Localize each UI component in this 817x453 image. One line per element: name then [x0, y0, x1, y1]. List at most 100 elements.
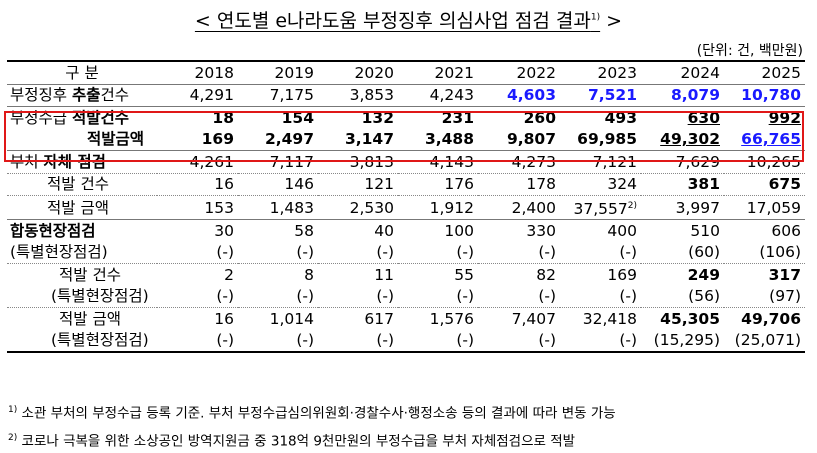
table-cell: 3,997: [641, 196, 724, 220]
table-cell: 992: [724, 107, 805, 129]
table-cell: 7,407: [478, 308, 560, 330]
row-label: (특별현장점검): [7, 242, 157, 264]
table-cell: (-): [398, 330, 478, 353]
table-cell: (60): [641, 242, 724, 264]
footnote-2: 2) 코로나 극복을 위한 소상공인 방역지원금 중 318억 9천만원의 부정…: [8, 426, 616, 453]
table-cell: 2,497: [238, 129, 318, 151]
table-cell: 16: [157, 308, 238, 330]
table-cell: 82: [478, 264, 560, 286]
table-cell: 510: [641, 220, 724, 242]
table-row-detect-amount: 적발금액 169 2,497 3,147 3,488 9,807 69,985 …: [7, 129, 805, 151]
table-cell: (-): [238, 242, 318, 264]
footnote-1: 1) 소관 부처의 부정수급 등록 기준. 부처 부정수급심의위원회·경찰수사·…: [8, 398, 616, 426]
table-row-detect-count: 부정수급 적발건수 18 154 132 231 260 493 630 992: [7, 107, 805, 129]
table-cell: 317: [724, 264, 805, 286]
table-cell: (-): [318, 286, 398, 308]
table-cell: 132: [318, 107, 398, 129]
table-cell: 3,147: [318, 129, 398, 151]
table-cell: (106): [724, 242, 805, 264]
row-label: 적발 건수: [7, 173, 157, 196]
header-year: 2019: [238, 61, 318, 84]
table-row-self-check: 부처 자체 점검 4,261 7,117 3,813 4,143 4,273 7…: [7, 151, 805, 174]
header-year: 2020: [318, 61, 398, 84]
table-cell: 49,302: [641, 129, 724, 151]
table-cell: (-): [560, 286, 641, 308]
table-cell: (-): [478, 286, 560, 308]
table-cell: 176: [398, 173, 478, 196]
row-label: 적발 건수: [7, 264, 157, 286]
header-year: 2023: [560, 61, 641, 84]
table-cell: 400: [560, 220, 641, 242]
table-cell: 10,265: [724, 151, 805, 174]
row-label: 적발 금액: [7, 196, 157, 220]
table-row-joint-special: (특별현장점검) (-) (-) (-) (-) (-) (-) (60) (1…: [7, 242, 805, 264]
table-cell: 17,059: [724, 196, 805, 220]
unit-label: (단위: 건, 백만원): [697, 40, 803, 60]
table-cell: 493: [560, 107, 641, 129]
table-cell: 630: [641, 107, 724, 129]
table-cell: 178: [478, 173, 560, 196]
table-cell: (-): [157, 330, 238, 353]
table-cell: 10,780: [724, 84, 805, 107]
table-cell: 11: [318, 264, 398, 286]
table-cell: (97): [724, 286, 805, 308]
table-row-self-count: 적발 건수 16 146 121 176 178 324 381 675: [7, 173, 805, 196]
table-cell: 324: [560, 173, 641, 196]
table-cell: (-): [157, 286, 238, 308]
table-cell: 8,079: [641, 84, 724, 107]
table-row-joint-amount: 적발 금액 16 1,014 617 1,576 7,407 32,418 45…: [7, 308, 805, 330]
table-cell: 2: [157, 264, 238, 286]
table-cell: (-): [238, 330, 318, 353]
table-cell: 45,305: [641, 308, 724, 330]
table-cell: 231: [398, 107, 478, 129]
row-label: 적발 금액: [7, 308, 157, 330]
table-cell: 1,912: [398, 196, 478, 220]
table-row-joint-amount-special: (특별현장점검) (-) (-) (-) (-) (-) (-) (15,295…: [7, 330, 805, 353]
table-cell: 1,014: [238, 308, 318, 330]
table-cell: 153: [157, 196, 238, 220]
table-cell: 249: [641, 264, 724, 286]
row-label: 부정수급 적발건수: [7, 107, 157, 129]
table-cell: 3,488: [398, 129, 478, 151]
table-cell: 169: [560, 264, 641, 286]
table-row-joint-count-special: (특별현장점검) (-) (-) (-) (-) (-) (-) (56) (9…: [7, 286, 805, 308]
row-label: (특별현장점검): [7, 330, 157, 353]
table-cell: (-): [157, 242, 238, 264]
table-cell: 66,765: [724, 129, 805, 151]
table-cell: (-): [238, 286, 318, 308]
table-cell: 55: [398, 264, 478, 286]
table-cell: 7,175: [238, 84, 318, 107]
table-cell: 58: [238, 220, 318, 242]
table-cell: 16: [157, 173, 238, 196]
header-year: 2018: [157, 61, 238, 84]
header-year: 2024: [641, 61, 724, 84]
header-year: 2021: [398, 61, 478, 84]
table-cell: 18: [157, 107, 238, 129]
table-cell: 7,629: [641, 151, 724, 174]
table-cell: 100: [398, 220, 478, 242]
table-cell: 69,985: [560, 129, 641, 151]
table-cell: 154: [238, 107, 318, 129]
table-cell: 675: [724, 173, 805, 196]
table-row-self-amount: 적발 금액 153 1,483 2,530 1,912 2,400 37,557…: [7, 196, 805, 220]
table-cell: 4,243: [398, 84, 478, 107]
table-cell: 7,117: [238, 151, 318, 174]
title-text: < 연도별 e나라도움 부정징후 의심사업 점검 결과: [195, 10, 591, 32]
table-cell: (56): [641, 286, 724, 308]
table-cell: 260: [478, 107, 560, 129]
table-cell: 9,807: [478, 129, 560, 151]
row-label: 합동현장점검: [7, 220, 157, 242]
table-cell: 2,400: [478, 196, 560, 220]
table-cell: 32,418: [560, 308, 641, 330]
table-cell: (15,295): [641, 330, 724, 353]
table-cell: 4,143: [398, 151, 478, 174]
table-cell: 1,483: [238, 196, 318, 220]
table-cell: 169: [157, 129, 238, 151]
table-cell: 381: [641, 173, 724, 196]
table-cell: 40: [318, 220, 398, 242]
title-footnote-mark: 1): [591, 13, 600, 23]
table-cell: 4,273: [478, 151, 560, 174]
header-year: 2025: [724, 61, 805, 84]
table-cell: 30: [157, 220, 238, 242]
table-cell: 3,853: [318, 84, 398, 107]
